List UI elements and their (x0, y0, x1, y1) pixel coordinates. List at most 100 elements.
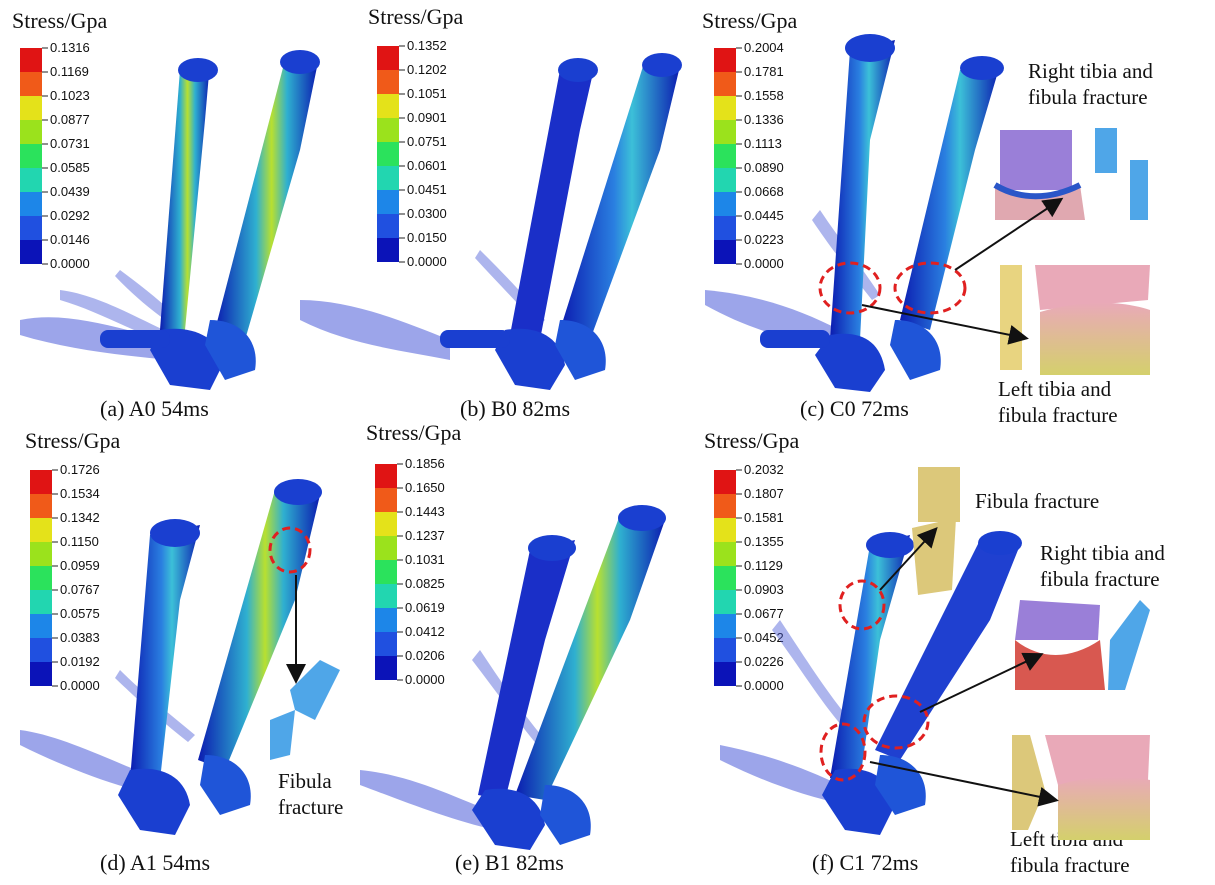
colorbar-tick-label: 0.1443 (405, 504, 445, 519)
colorbar-segment (714, 72, 736, 96)
colorbar-tick-label: 0.0000 (50, 256, 90, 270)
caption-b: (b) B0 82ms (460, 396, 570, 421)
caption-d: (d) A1 54ms (100, 850, 210, 875)
colorbar-segment (377, 190, 399, 214)
stress-colorbar-b: 0.1352 0.1202 0.1051 0.0901 0.0751 0.0601 0.04… (377, 40, 447, 268)
legend-title-f: Stress/Gpa (704, 428, 800, 453)
caption-c: (c) C0 72ms (800, 396, 909, 421)
colorbar-segment (20, 96, 42, 120)
colorbar-tick-label: 0.0751 (407, 134, 447, 149)
colorbar-tick-label: 0.1342 (60, 510, 100, 525)
colorbar-tick-label: 0.0767 (60, 582, 100, 597)
colorbar-segment (377, 118, 399, 142)
colorbar-tick-label: 0.0903 (744, 582, 784, 597)
colorbar-tick-label: 0.0412 (405, 624, 445, 639)
colorbar-tick-label: 0.2032 (744, 464, 784, 477)
colorbar-segment (714, 518, 736, 542)
colorbar-tick-label: 0.0731 (50, 136, 90, 151)
colorbar-segment (377, 142, 399, 166)
colorbar-tick-label: 0.0451 (407, 182, 447, 197)
stress-colorbar-c: 0.2004 0.1781 0.1558 0.1336 0.1113 0.0890 0.06… (714, 42, 784, 270)
note-c-left-fracture: Left tibia and fibula fracture (998, 377, 1118, 427)
stress-legend-b: 0.1352 0.1202 0.1051 0.0901 0.0751 0.0601 0.04… (375, 40, 465, 268)
colorbar-segment (375, 584, 397, 608)
colorbar-segment (30, 590, 52, 614)
note-d-fibula-fracture: Fibula fracture (278, 769, 344, 819)
colorbar-tick-label: 0.1316 (50, 42, 90, 55)
colorbar-tick-label: 0.1051 (407, 86, 447, 101)
stress-colorbar-e: 0.1856 0.1650 0.1443 0.1237 0.1031 0.0825 0.06… (375, 458, 445, 686)
colorbar-tick-label: 0.0825 (405, 576, 445, 591)
colorbar-tick-label: 0.1336 (744, 112, 784, 127)
colorbar-tick-label: 0.0146 (50, 232, 90, 247)
note-f-fibula-fracture: Fibula fracture (975, 489, 1100, 513)
colorbar-segment (20, 192, 42, 216)
colorbar-segment (714, 240, 736, 264)
colorbar-tick-label: 0.1031 (405, 552, 445, 567)
colorbar-tick-label: 0.1534 (60, 486, 100, 501)
colorbar-tick-label: 0.1807 (744, 486, 784, 501)
colorbar-tick-label: 0.0677 (744, 606, 784, 621)
colorbar-segment (714, 614, 736, 638)
colorbar-tick-label: 0.0300 (407, 206, 447, 221)
colorbar-segment (377, 70, 399, 94)
colorbar-tick-label: 0.1237 (405, 528, 445, 543)
colorbar-tick-label: 0.0226 (744, 654, 784, 669)
colorbar-segment (20, 216, 42, 240)
colorbar-tick-label: 0.1856 (405, 458, 445, 471)
colorbar-tick-label: 0.1113 (744, 136, 782, 151)
colorbar-segment (375, 488, 397, 512)
colorbar-segment (714, 542, 736, 566)
colorbar-segment (377, 166, 399, 190)
colorbar-segment (377, 238, 399, 262)
colorbar-segment (20, 48, 42, 72)
caption-e: (e) B1 82ms (455, 850, 564, 875)
note-f-right-fracture: Right tibia and fibula fracture (1040, 541, 1165, 591)
colorbar-segment (30, 662, 52, 686)
colorbar-tick-label: 0.1726 (60, 464, 100, 477)
legend-title-a: Stress/Gpa (12, 8, 108, 33)
colorbar-segment (377, 46, 399, 70)
legend-title-d: Stress/Gpa (25, 428, 121, 453)
colorbar-segment (375, 560, 397, 584)
stress-colorbar-f: 0.2032 0.1807 0.1581 0.1355 0.1129 0.0903 0.06… (714, 464, 784, 692)
colorbar-tick-label: 0.0292 (50, 208, 90, 223)
colorbar-segment (20, 168, 42, 192)
colorbar-segment (714, 120, 736, 144)
colorbar-segment (714, 96, 736, 120)
colorbar-segment (714, 48, 736, 72)
colorbar-tick-label: 0.0877 (50, 112, 90, 127)
colorbar-tick-label: 0.0668 (744, 184, 784, 199)
colorbar-tick-label: 0.0000 (744, 678, 784, 692)
colorbar-tick-label: 0.0206 (405, 648, 445, 663)
colorbar-tick-label: 0.0601 (407, 158, 447, 173)
colorbar-tick-label: 0.1558 (744, 88, 784, 103)
colorbar-tick-label: 0.0575 (60, 606, 100, 621)
caption-f: (f) C1 72ms (812, 850, 919, 875)
colorbar-segment (714, 638, 736, 662)
colorbar-tick-label: 0.1202 (407, 62, 447, 77)
colorbar-tick-label: 0.0619 (405, 600, 445, 615)
colorbar-segment (714, 662, 736, 686)
colorbar-segment (375, 632, 397, 656)
colorbar-segment (714, 590, 736, 614)
colorbar-segment (30, 494, 52, 518)
note-f-left-fracture: Left tibia and fibula fracture (1010, 827, 1130, 877)
colorbar-tick-label: 0.0452 (744, 630, 784, 645)
stress-colorbar-d: 0.1726 0.1534 0.1342 0.1150 0.0959 0.0767 0.05… (30, 464, 100, 692)
colorbar-tick-label: 0.1023 (50, 88, 90, 103)
colorbar-tick-label: 0.0959 (60, 558, 100, 573)
colorbar-tick-label: 0.0000 (744, 256, 784, 270)
bones-b (300, 53, 682, 390)
colorbar-segment (714, 470, 736, 494)
colorbar-segment (20, 144, 42, 168)
note-c-right-fracture: Right tibia and fibula fracture (1028, 59, 1153, 109)
colorbar-tick-label: 0.0439 (50, 184, 90, 199)
colorbar-tick-label: 0.1650 (405, 480, 445, 495)
colorbar-tick-label: 0.0000 (405, 672, 445, 686)
caption-a: (a) A0 54ms (100, 396, 209, 421)
colorbar-segment (30, 614, 52, 638)
colorbar-tick-label: 0.1129 (744, 558, 783, 573)
stress-colorbar-a: 0.1316 0.1169 0.1023 0.0877 0.0731 0.0585 0.04… (20, 42, 90, 270)
